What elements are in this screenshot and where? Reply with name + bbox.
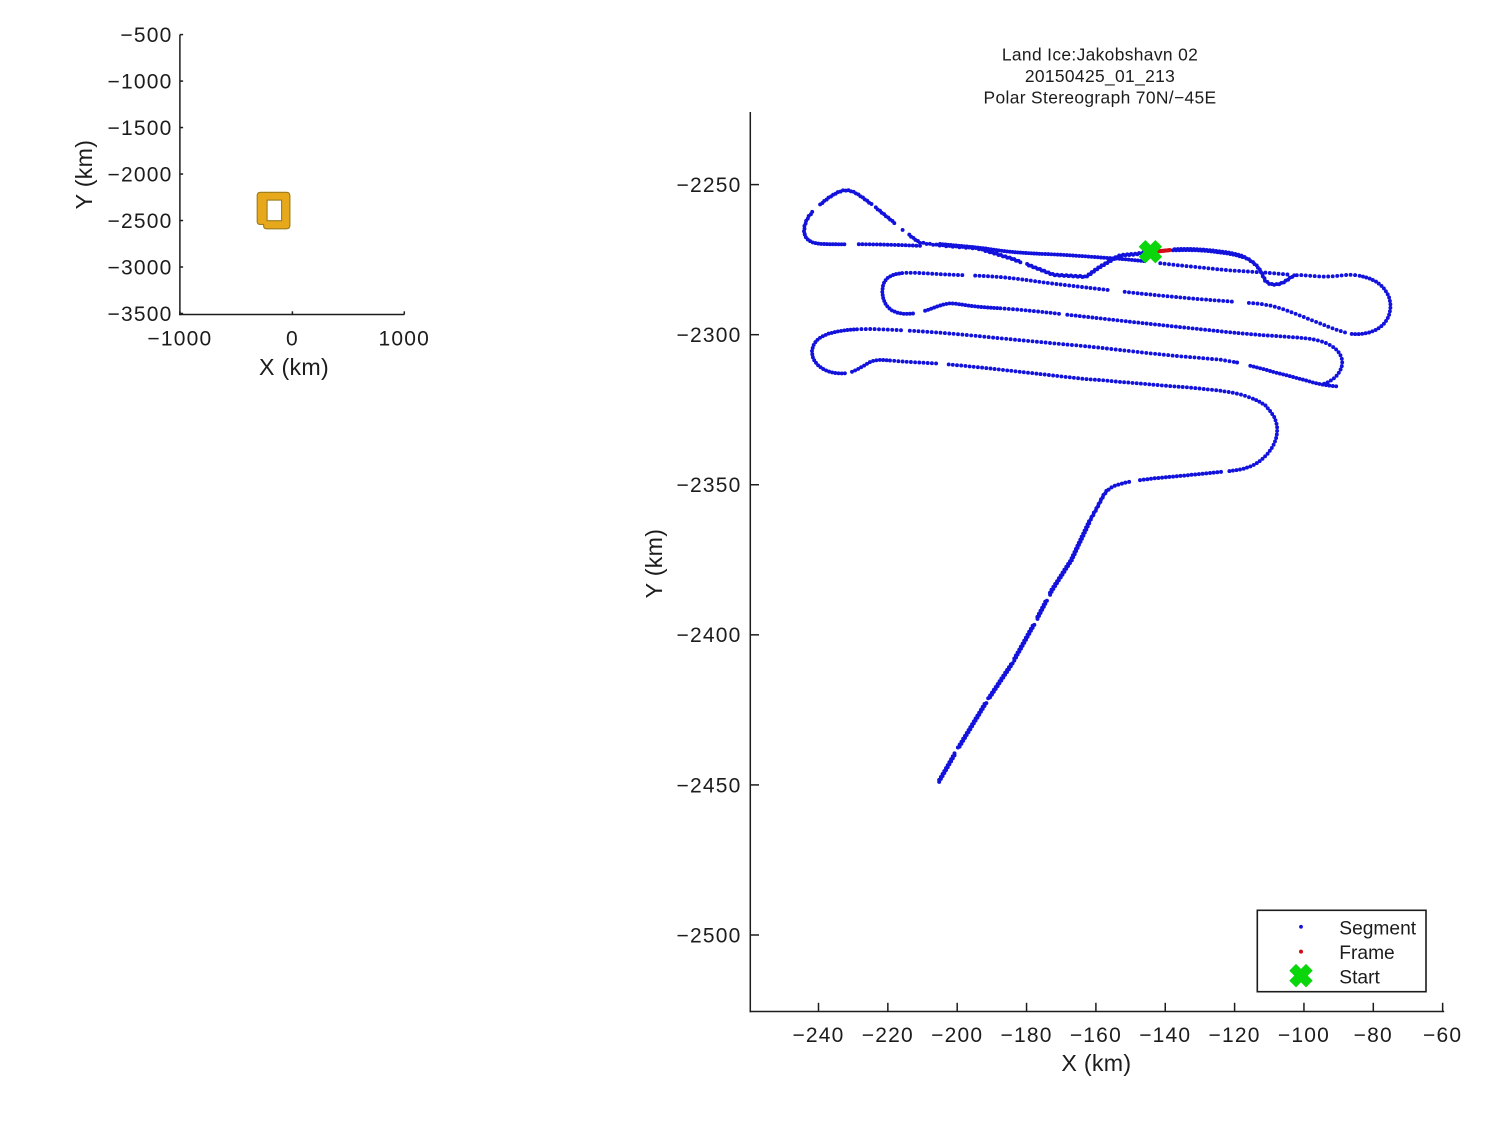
svg-text:−80: −80 <box>1354 1024 1393 1047</box>
svg-text:−160: −160 <box>1070 1024 1122 1047</box>
svg-text:Y (km): Y (km) <box>71 140 97 210</box>
svg-text:Start: Start <box>1339 968 1380 989</box>
svg-text:Land Ice:Jakobshavn 02: Land Ice:Jakobshavn 02 <box>1002 45 1198 65</box>
svg-text:−2500: −2500 <box>108 210 173 233</box>
svg-text:−2250: −2250 <box>677 174 742 197</box>
svg-text:−200: −200 <box>931 1024 983 1047</box>
svg-text:−500: −500 <box>120 24 172 47</box>
svg-text:−2500: −2500 <box>677 924 742 947</box>
svg-text:−100: −100 <box>1278 1024 1330 1047</box>
svg-text:Frame: Frame <box>1339 943 1394 964</box>
svg-text:1000: 1000 <box>379 328 431 351</box>
svg-text:−2300: −2300 <box>677 324 742 347</box>
svg-text:X (km): X (km) <box>259 354 329 380</box>
svg-text:−2400: −2400 <box>677 624 742 647</box>
svg-text:Segment: Segment <box>1339 918 1416 939</box>
svg-text:−3500: −3500 <box>108 303 173 326</box>
svg-text:−220: −220 <box>862 1024 914 1047</box>
svg-text:−3000: −3000 <box>108 256 173 279</box>
svg-text:Polar Stereograph 70N/−45E: Polar Stereograph 70N/−45E <box>984 88 1217 108</box>
svg-text:−140: −140 <box>1139 1024 1191 1047</box>
svg-text:−2450: −2450 <box>677 774 742 797</box>
svg-text:−1000: −1000 <box>108 70 173 93</box>
svg-text:−1500: −1500 <box>108 117 173 140</box>
svg-text:−180: −180 <box>1000 1024 1052 1047</box>
svg-text:0: 0 <box>286 328 299 351</box>
svg-text:−60: −60 <box>1423 1024 1462 1047</box>
svg-text:−1000: −1000 <box>147 328 212 351</box>
svg-text:−2000: −2000 <box>108 163 173 186</box>
svg-text:20150425_01_213: 20150425_01_213 <box>1025 66 1175 86</box>
svg-text:Y (km): Y (km) <box>641 529 667 599</box>
svg-text:X (km): X (km) <box>1061 1050 1131 1076</box>
svg-text:−240: −240 <box>792 1024 844 1047</box>
svg-text:−2350: −2350 <box>677 474 742 497</box>
svg-text:−120: −120 <box>1209 1024 1261 1047</box>
